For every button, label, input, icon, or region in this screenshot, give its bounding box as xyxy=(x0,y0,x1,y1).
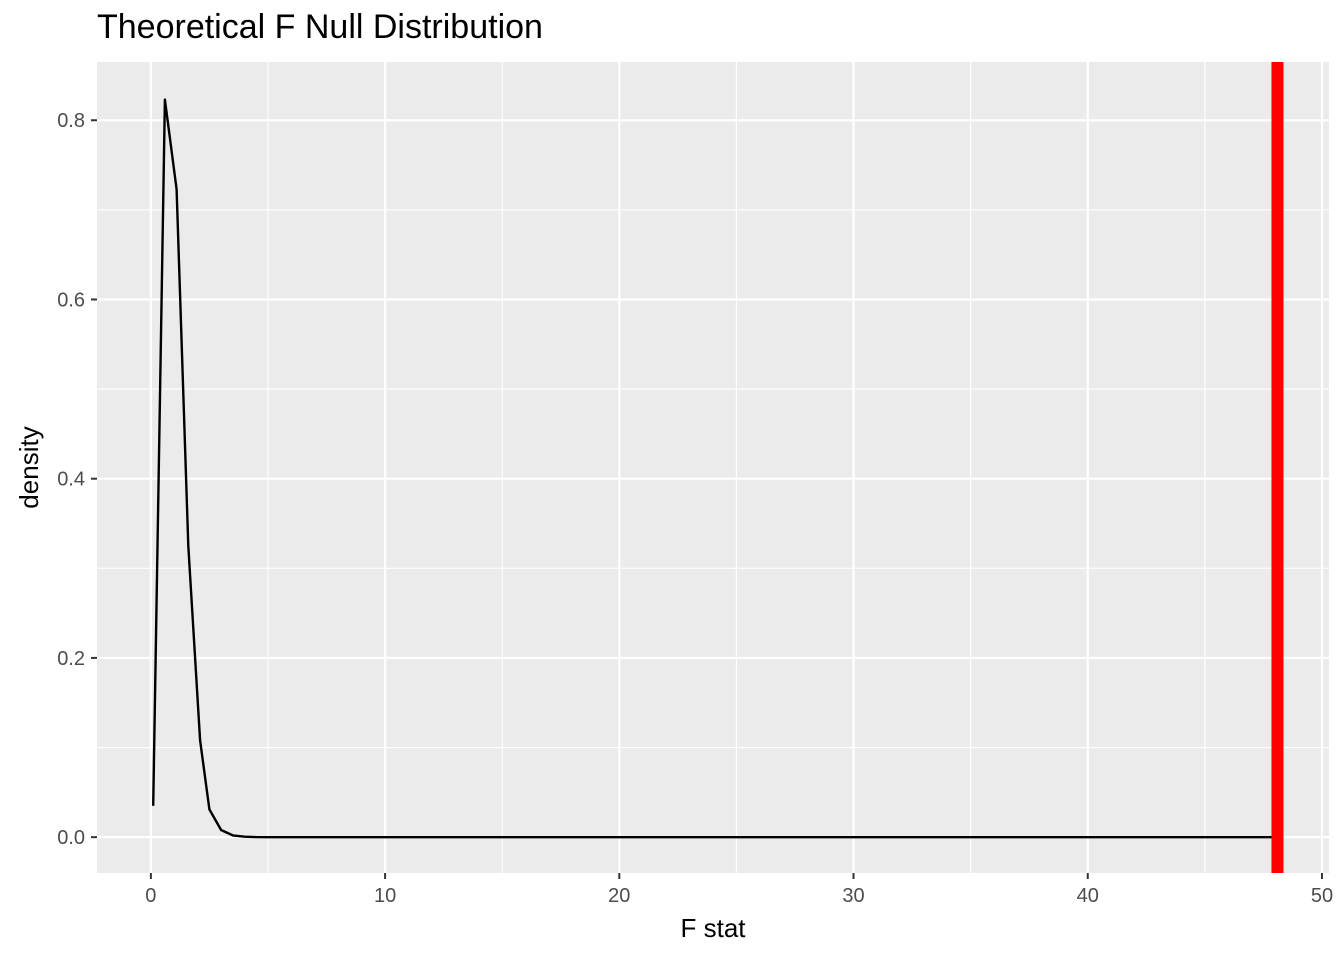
y-axis-title: density xyxy=(14,426,44,508)
y-tick-label: 0.0 xyxy=(57,827,85,849)
axis-ticks xyxy=(91,119,1323,879)
x-tick-label: 50 xyxy=(1311,885,1333,907)
y-tick-labels: 0.0 0.2 0.4 0.6 0.8 xyxy=(57,110,85,849)
x-tick-label: 0 xyxy=(145,885,156,907)
y-tick-label: 0.4 xyxy=(57,469,85,491)
x-tick-label: 20 xyxy=(608,885,630,907)
x-tick-label: 10 xyxy=(374,885,396,907)
plot-panel-background xyxy=(97,62,1329,873)
series-layer xyxy=(152,98,1276,839)
y-tick-label: 0.8 xyxy=(57,110,85,132)
x-axis-title: F stat xyxy=(680,913,746,943)
x-tick-label: 40 xyxy=(1077,885,1099,907)
y-tick-label: 0.2 xyxy=(57,648,85,670)
x-tick-label: 30 xyxy=(842,885,864,907)
y-tick-label: 0.6 xyxy=(57,289,85,311)
grid-minor xyxy=(97,62,1329,873)
chart-title: Theoretical F Null Distribution xyxy=(97,8,543,46)
density-line xyxy=(152,98,1276,839)
x-tick-labels: 0 10 20 30 40 50 xyxy=(145,885,1333,907)
